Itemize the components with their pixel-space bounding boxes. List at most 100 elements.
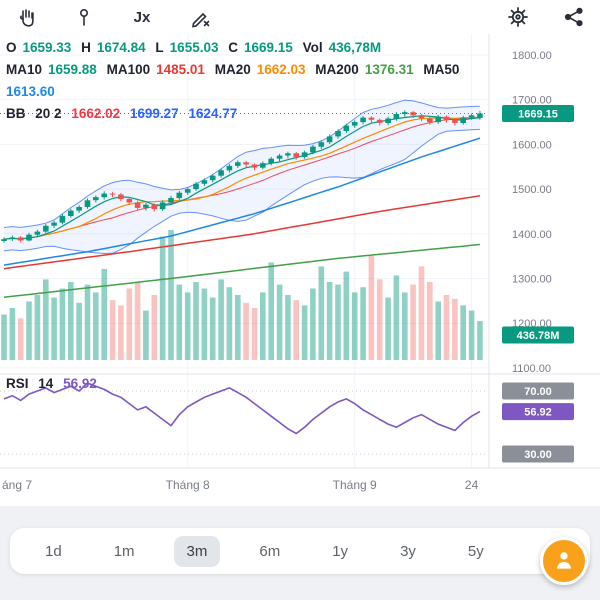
candle-body	[443, 116, 450, 120]
candle-body	[452, 119, 458, 123]
candle-body	[218, 170, 224, 176]
candle-body	[468, 115, 475, 118]
volume-bar	[326, 282, 333, 360]
volume-badge	[502, 326, 574, 344]
volume-bar	[402, 292, 408, 360]
indicators-fx-button[interactable]: Jx	[128, 3, 156, 31]
rsi-upper-badge	[502, 382, 574, 400]
remove-drawings-button[interactable]	[186, 3, 214, 31]
rsi-lower-badge	[502, 445, 574, 463]
toolbar-right-group	[504, 3, 588, 31]
candle-body	[118, 194, 124, 199]
pan-tool-button[interactable]	[12, 3, 40, 31]
price-tick-label: 1400.00	[512, 229, 552, 241]
range-selector-bar: 1d 1m 3m 6m 1y 3y 5y	[10, 528, 590, 574]
volume-bar	[443, 295, 450, 360]
candle-body	[318, 142, 325, 147]
range-button-1m[interactable]: 1m	[101, 536, 148, 567]
candle-body	[310, 146, 316, 153]
volume-bar	[143, 310, 149, 360]
candle-body	[43, 225, 49, 232]
chart-canvas[interactable]: 1800.00 1700.00 1600.00 1500.00 1400.00 1300.…	[0, 34, 600, 506]
ma20-line	[3, 116, 480, 240]
volume-bar	[251, 308, 258, 360]
time-tick-label: Tháng 8	[166, 478, 210, 492]
settings-button[interactable]	[504, 3, 532, 31]
price-tick-label: 1500.00	[512, 184, 552, 196]
candle-body	[184, 189, 191, 193]
volume-bar	[201, 288, 208, 360]
price-tick-label: 1700.00	[512, 95, 552, 107]
volume-bar	[51, 297, 57, 360]
volume-bar	[1, 314, 7, 360]
range-button-1y[interactable]: 1y	[319, 536, 361, 567]
person-icon	[556, 552, 572, 569]
svg-text:1669.15: 1669.15	[518, 108, 558, 120]
volume-bar	[84, 284, 91, 360]
volume-bar	[118, 305, 124, 360]
volume-bar	[176, 284, 183, 360]
volume-bar	[26, 301, 32, 360]
volume-bar	[385, 297, 391, 360]
volume-bar	[209, 297, 216, 360]
rsi-value-badge	[502, 403, 574, 421]
candle-body	[235, 162, 241, 166]
candle-body	[368, 117, 375, 120]
toolbar-left-group: Jx	[12, 3, 214, 31]
candle-body	[209, 175, 216, 181]
candle-body	[477, 113, 483, 118]
bb-upper-line	[3, 99, 480, 228]
bottom-panel: 1d 1m 3m 6m 1y 3y 5y	[0, 506, 600, 600]
candle-body	[9, 237, 16, 240]
candle-body	[101, 193, 107, 198]
volume-bar	[109, 300, 116, 360]
candle-body	[226, 165, 233, 171]
candle-body	[326, 136, 333, 143]
volume-bar	[360, 287, 366, 360]
candle-body	[393, 114, 400, 119]
volume-bar	[435, 301, 441, 360]
range-button-1d[interactable]: 1d	[32, 536, 75, 567]
volume-bar	[243, 302, 249, 360]
range-button-6m[interactable]: 6m	[246, 536, 293, 567]
time-tick-label: 24	[465, 478, 479, 492]
volume-bar	[343, 271, 350, 360]
candle-body	[301, 152, 308, 157]
candle-body	[410, 112, 416, 116]
pin-icon	[80, 8, 89, 26]
volume-bar	[460, 305, 466, 360]
share-icon	[564, 7, 583, 27]
candle-body	[251, 164, 258, 168]
volume-bar	[101, 269, 107, 360]
range-button-3y[interactable]: 3y	[387, 536, 429, 567]
volume-bar	[293, 300, 299, 360]
volume-bar	[168, 230, 174, 360]
candle-body	[143, 204, 149, 208]
volume-bar	[318, 266, 325, 360]
candle-body	[168, 198, 174, 203]
volume-bar	[151, 295, 158, 360]
volume-bar	[301, 305, 308, 360]
volume-bar	[93, 292, 99, 360]
share-button[interactable]	[560, 3, 588, 31]
range-button-3m[interactable]: 3m	[173, 535, 221, 567]
volume-bar	[452, 298, 458, 360]
chart-toolbar: Jx	[0, 0, 600, 34]
candle-body	[285, 153, 291, 156]
candle-body	[68, 210, 74, 216]
candle-body	[418, 115, 425, 119]
bb-fill	[4, 100, 480, 254]
eraser-pencil-icon	[192, 12, 210, 28]
svg-text:30.00: 30.00	[524, 449, 552, 461]
volume-bar	[218, 279, 224, 360]
volume-bar	[260, 292, 266, 360]
candle-body	[134, 202, 141, 208]
volume-bar	[159, 236, 166, 360]
range-button-5y[interactable]: 5y	[455, 536, 497, 567]
candle-body	[84, 200, 91, 207]
ma200-line	[3, 243, 481, 299]
pin-tool-button[interactable]	[70, 3, 98, 31]
volume-bar	[477, 321, 483, 360]
floating-action-button[interactable]	[540, 537, 588, 585]
